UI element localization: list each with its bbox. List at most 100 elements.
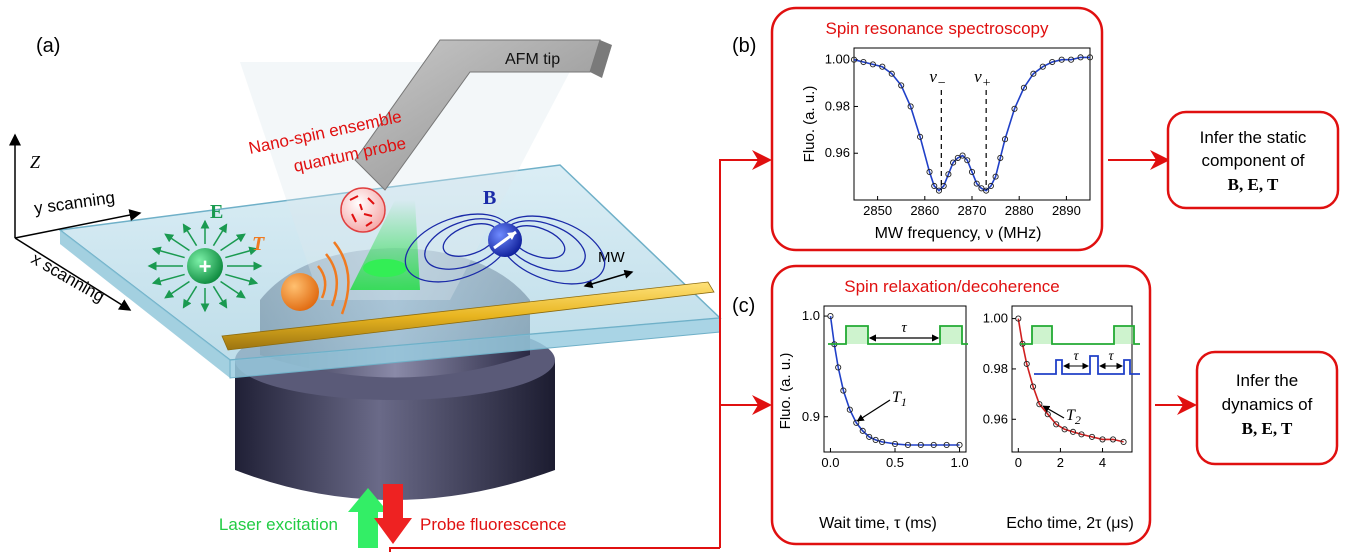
glass-slab-left-edge [60, 230, 230, 378]
resonance-label: ν+ [974, 67, 991, 91]
infer-dynamics-line3: B, E, T [1242, 419, 1293, 438]
data-point [840, 387, 847, 394]
data-point [959, 152, 966, 159]
pulse-sequence [828, 325, 968, 345]
fluorescence-arrow [374, 484, 412, 544]
t1-ylabel: Fluo. (a. u.) [777, 353, 794, 430]
data-point [879, 438, 886, 445]
e-field-ray [164, 233, 190, 252]
data-point [1001, 136, 1009, 143]
infer-static-line3: B, E, T [1228, 175, 1279, 194]
x-tick-label: 1.0 [951, 455, 969, 470]
spectrum-chart: 2850 2860 2870 2880 2890 0.96 0.98 1.00 Fluo. (a… [801, 47, 1094, 218]
b-field-label: B [483, 187, 496, 209]
data-point [835, 364, 842, 371]
t2-pointer [1042, 405, 1065, 419]
data-point [898, 82, 905, 89]
data-point [1023, 360, 1030, 367]
data-point [926, 168, 933, 175]
e-field-ray [151, 273, 185, 286]
x-tick-label: 0.5 [886, 455, 904, 470]
data-point [859, 427, 866, 434]
pulse-sequence [1020, 325, 1140, 345]
data-point [1020, 84, 1027, 91]
tau-label: τ [1108, 349, 1114, 364]
data-point [888, 70, 895, 77]
data-point [983, 187, 990, 194]
infer-dynamics-line1: Infer the [1236, 371, 1298, 390]
y-tick-label: 1.00 [983, 311, 1008, 326]
y-tick-label: 1.00 [825, 52, 850, 67]
data-point [973, 180, 980, 187]
data-point [869, 61, 876, 68]
data-point [860, 58, 867, 66]
b-spin-arrowhead [507, 232, 516, 240]
data-point [997, 154, 1004, 161]
data-point [992, 173, 999, 180]
laser-label: Laser excitation [219, 515, 338, 534]
t1-chart: 0.0 0.5 1.0 0.9 1.0 Fluo. (a. u.) τ T1 [777, 305, 969, 470]
e-field-ray [220, 280, 246, 299]
data-point [954, 154, 961, 161]
e-field-ray [212, 285, 228, 309]
infer-static-line1: Infer the static [1200, 128, 1307, 147]
data-point [866, 433, 873, 440]
panel-b-title: Spin resonance spectroscopy [825, 19, 1049, 38]
y-tick-label: 0.98 [825, 98, 850, 113]
e-field-ray [220, 233, 246, 252]
data-point [850, 56, 858, 63]
data-point [917, 133, 924, 140]
plot-frame [1011, 305, 1133, 453]
data-point [945, 171, 952, 178]
objective-base [235, 360, 555, 500]
data-point [956, 441, 963, 449]
data-point [827, 313, 834, 320]
spectrum-xlabel: MW frequency, ν (MHz) [875, 225, 1042, 242]
panel-c: (c) Spin relaxation/decoherence 0.0 0.5 1.… [732, 264, 1152, 546]
plus-sign: + [199, 254, 212, 279]
y-tick-label: 0.96 [983, 411, 1008, 426]
panel-b-label: (b) [732, 35, 756, 57]
data-point [853, 419, 860, 426]
afm-tip-label: AFM tip [505, 51, 560, 68]
data-point [1036, 401, 1043, 408]
x-tick-label: 0 [1015, 455, 1022, 470]
e-field-ray [182, 223, 198, 247]
x-tick-label: 2860 [910, 203, 939, 218]
t1-xlabel: Wait time, τ (ms) [819, 515, 937, 532]
panel-b: (b) Spin resonance spectroscopy 2850 2860… [732, 6, 1104, 252]
infer-dynamics-line2: dynamics of [1222, 395, 1313, 414]
data-point [931, 182, 938, 190]
connectors [389, 150, 1197, 552]
data-point [1030, 383, 1037, 390]
x-tick-label: 0.0 [821, 455, 839, 470]
infer-static-box [1166, 110, 1340, 210]
data-point [940, 182, 947, 190]
e-field-ray [151, 246, 185, 259]
laser-arrow [348, 488, 388, 548]
e-field-ray [164, 280, 190, 299]
infer-static-line2: component of [1201, 151, 1304, 170]
data-point [907, 103, 914, 110]
afm-light-cone [240, 62, 575, 300]
tau-label: τ [901, 320, 907, 336]
data-point [1015, 315, 1022, 322]
data-point [964, 157, 971, 164]
axes-frame [9, 133, 142, 311]
data-point [968, 168, 976, 175]
heat-waves [317, 241, 350, 315]
t2-label: T2 [1066, 407, 1081, 427]
data-point [1120, 438, 1127, 445]
data-point [1086, 54, 1094, 61]
fit-curve [853, 56, 1090, 192]
temperature-ball [281, 273, 319, 311]
axis-y-label: y scanning [33, 188, 116, 218]
fit-curve [1017, 318, 1124, 443]
t1-label: T1 [892, 389, 907, 409]
resonance-label: ν− [929, 67, 946, 91]
panel-c-label: (c) [732, 295, 755, 317]
data-point [1077, 54, 1084, 61]
data-point [943, 441, 950, 449]
x-tick-label: 2870 [958, 203, 987, 218]
